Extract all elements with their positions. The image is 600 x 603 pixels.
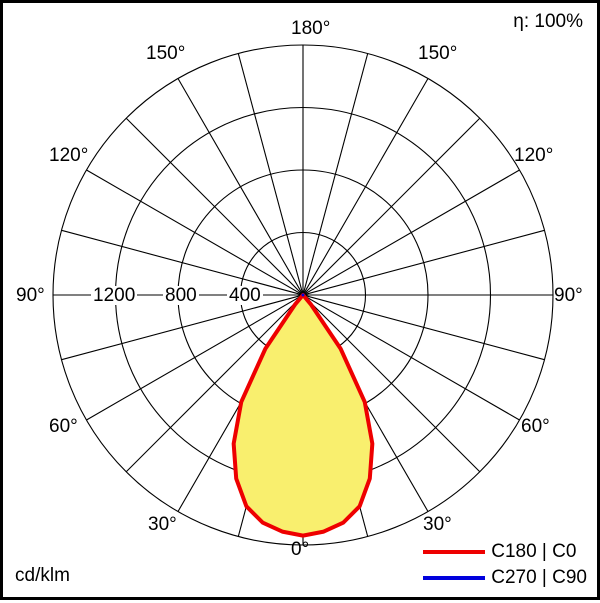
- radial-label-400: 400: [227, 285, 263, 306]
- angle-label-180: 180°: [291, 18, 331, 39]
- angle-label-150-right: 150°: [418, 43, 458, 64]
- distribution-curves: [231, 293, 375, 538]
- legend-swatch-c270-c90: [423, 575, 486, 580]
- radial-label-1200: 1200: [91, 285, 138, 306]
- angle-label-120-right: 120°: [514, 145, 554, 166]
- angle-label-150-left: 150°: [146, 43, 186, 64]
- legend-label-c270-c90: C270 | C90: [491, 567, 587, 588]
- legend-item-c180-c0[interactable]: C180 | C0: [423, 540, 587, 563]
- angle-label-30-right: 30°: [423, 514, 452, 535]
- legend-item-c270-c90[interactable]: C270 | C90: [423, 566, 587, 589]
- angle-label-90-right: 90°: [554, 285, 583, 306]
- angle-label-120-left: 120°: [49, 145, 89, 166]
- angle-label-0: 0°: [291, 539, 310, 560]
- angle-label-60-right: 60°: [521, 416, 550, 437]
- legend-label-c180-c0: C180 | C0: [491, 541, 577, 562]
- angle-label-60-left: 60°: [49, 416, 78, 437]
- unit-label: cd/klm: [15, 565, 70, 586]
- angle-label-90-left: 90°: [16, 285, 45, 306]
- polar-plot: [52, 44, 554, 546]
- legend-swatch-c180-c0: [423, 549, 486, 554]
- radial-label-800: 800: [163, 285, 199, 306]
- legend: C180 | C0 C270 | C90: [423, 540, 587, 589]
- efficiency-label: η: 100%: [513, 11, 583, 32]
- angle-label-30-left: 30°: [148, 514, 177, 535]
